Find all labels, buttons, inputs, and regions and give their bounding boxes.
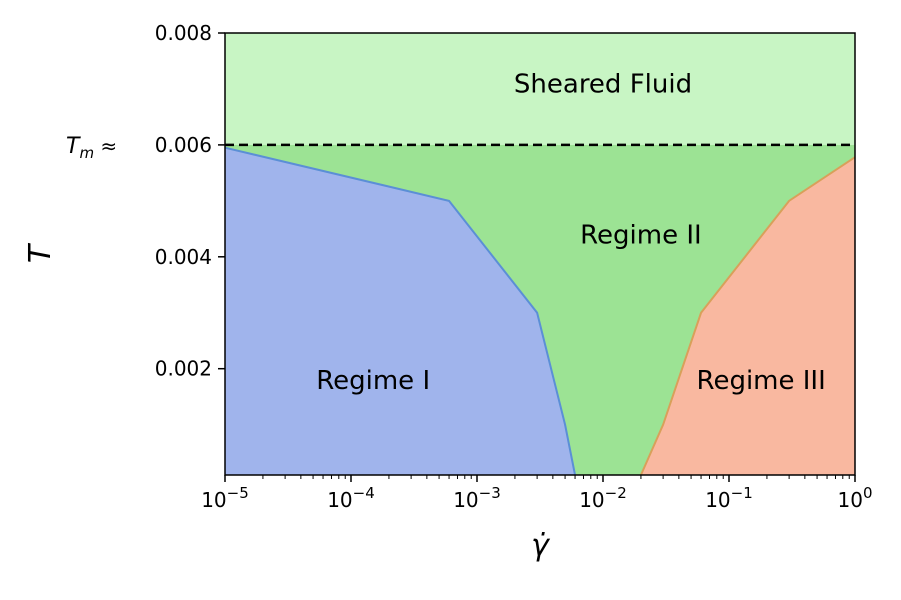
x-tick-label: 10−1 xyxy=(705,484,753,512)
plot-area xyxy=(224,33,856,476)
y-tick-label: 0.006 xyxy=(155,133,212,157)
region-label-regime-ii: Regime II xyxy=(580,220,702,250)
y-tick-label: 0.004 xyxy=(155,245,212,269)
x-tick-label: 10−3 xyxy=(453,484,501,512)
region-regime-i xyxy=(225,147,576,475)
x-tick-label: 100 xyxy=(838,484,873,512)
y-tick-label: 0.002 xyxy=(155,357,212,381)
x-tick-label: 10−2 xyxy=(579,484,627,512)
axes: 10−5 10−4 10−3 10−2 10−1 100 0.002 0.004 0.006 0.… xyxy=(23,21,873,563)
plot-frame xyxy=(224,32,856,476)
region-label-regime-iii: Regime III xyxy=(697,366,826,396)
tm-label: Tm ≈ xyxy=(66,134,117,162)
y-tick-label: 0.008 xyxy=(155,21,212,45)
x-tick-label: 10−4 xyxy=(327,484,375,512)
region-sheared-fluid xyxy=(225,33,855,145)
region-regime-iii xyxy=(640,157,855,476)
labels: Regime I Regime III Regime II Sheared Fluid xyxy=(316,69,826,396)
x-tick-label: 10−5 xyxy=(201,484,249,512)
regime-iii-boundary xyxy=(640,156,856,476)
regime-i-boundary xyxy=(224,146,577,476)
y-axis-title: T xyxy=(23,242,58,263)
x-axis-title: γ̇ xyxy=(531,528,551,563)
region-label-sheared-fluid: Sheared Fluid xyxy=(514,69,692,99)
region-label-regime-i: Regime I xyxy=(316,366,430,396)
